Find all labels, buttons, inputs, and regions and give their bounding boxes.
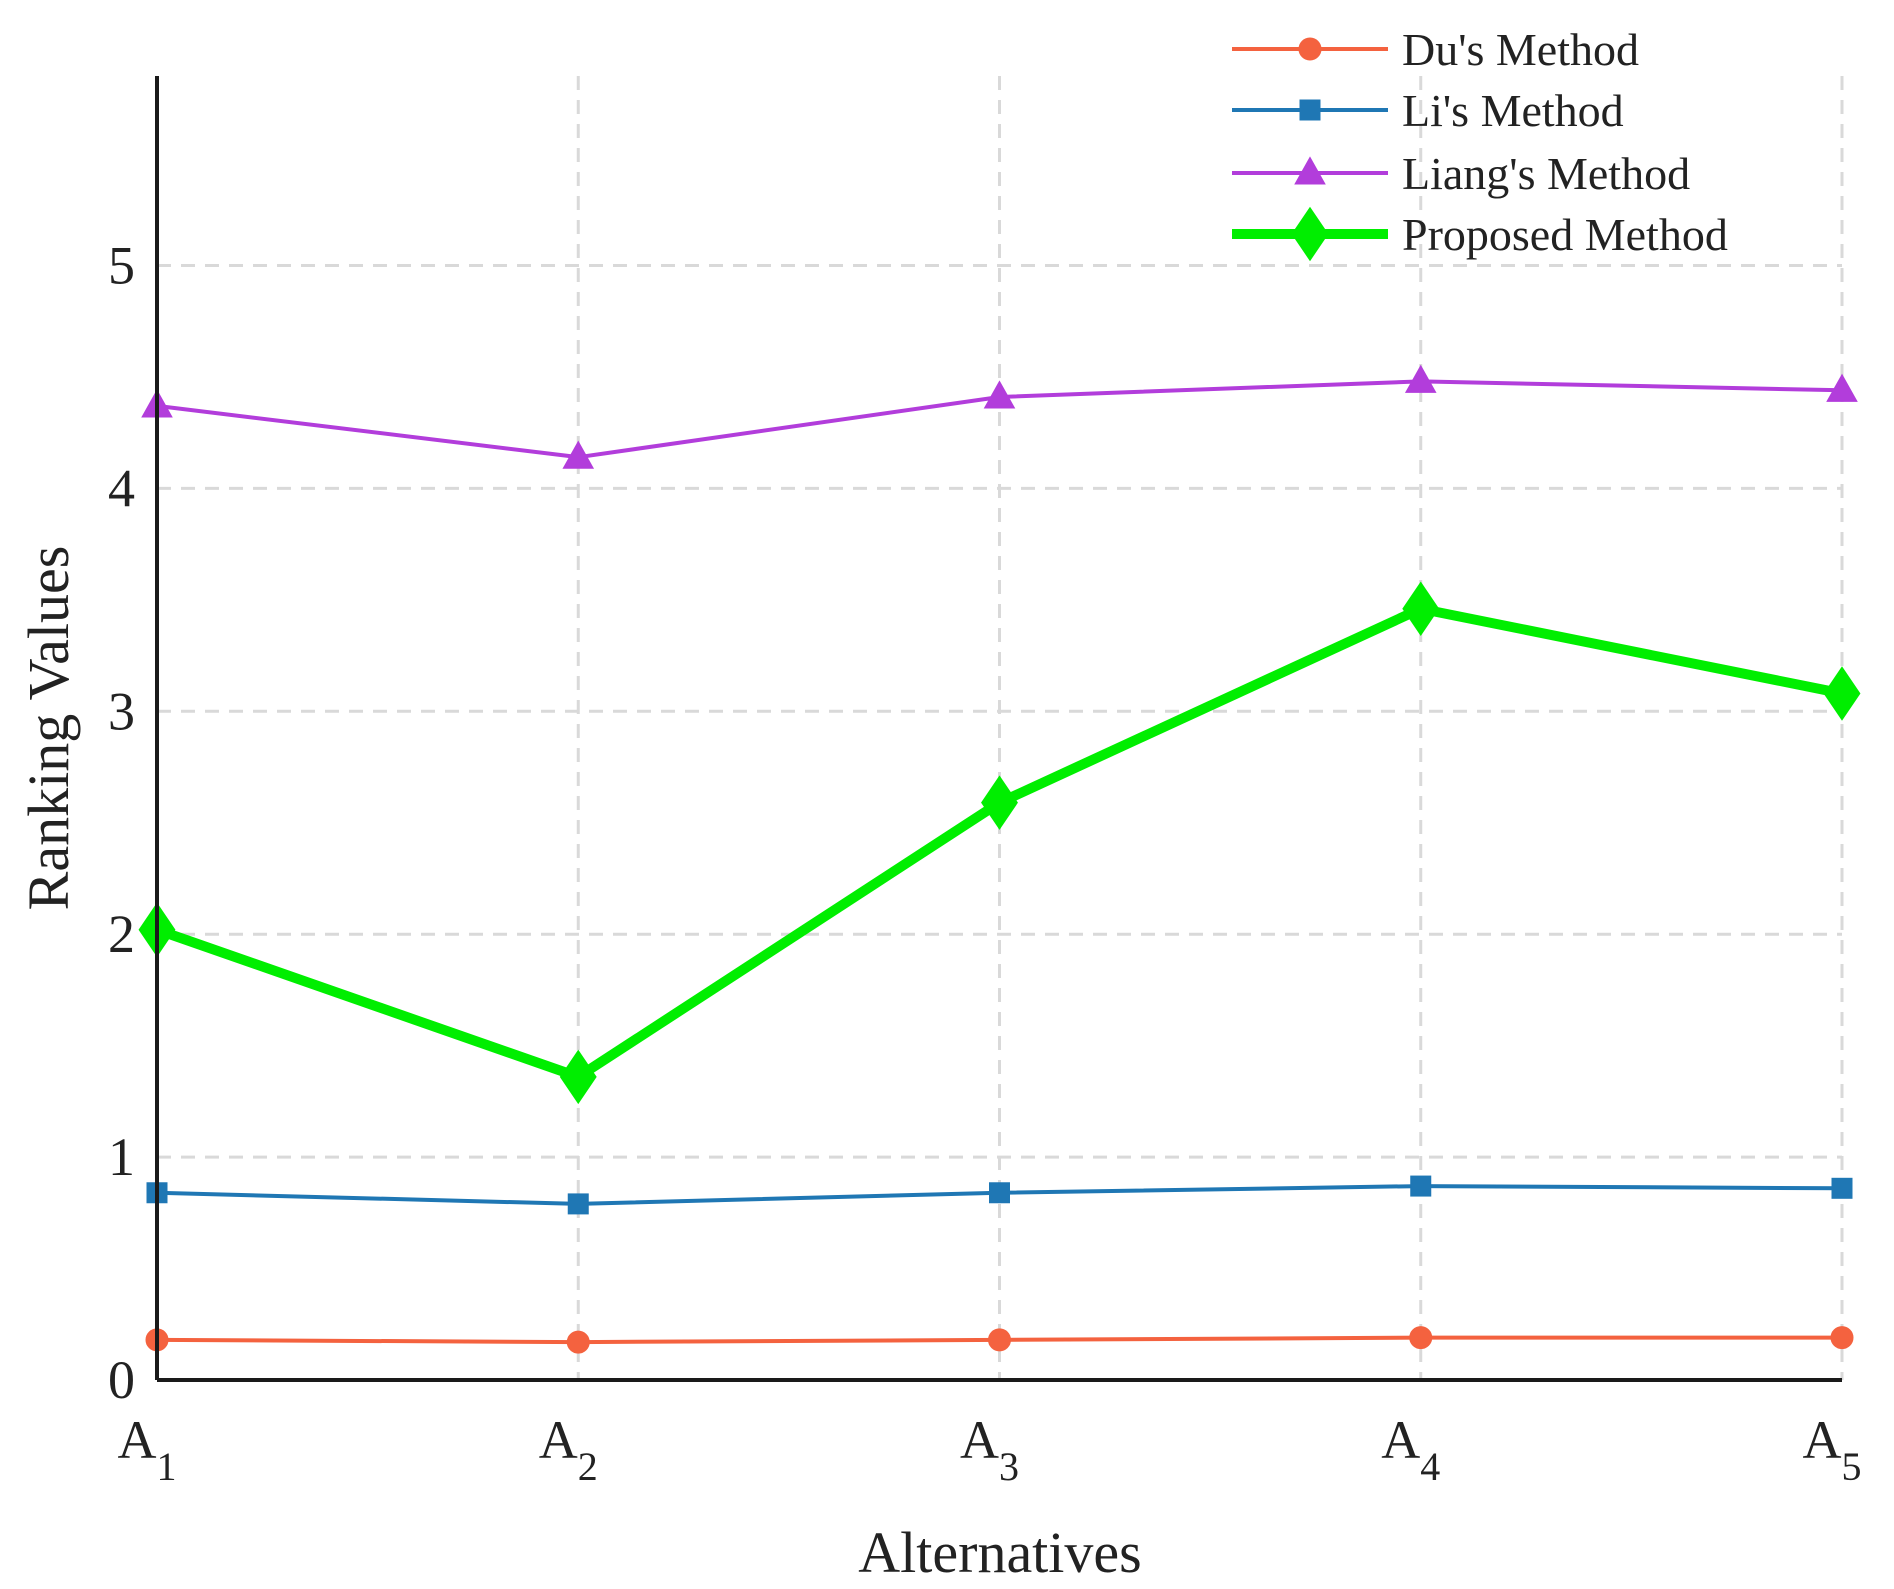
plot-area bbox=[138, 364, 1861, 1354]
legend-label: Du's Method bbox=[1402, 24, 1639, 75]
x-tick-label: A5 bbox=[1803, 1410, 1862, 1489]
data-point bbox=[562, 440, 595, 469]
data-point bbox=[1831, 1177, 1853, 1199]
data-point bbox=[559, 1049, 597, 1105]
data-point bbox=[983, 380, 1016, 409]
y-tick-label: 2 bbox=[108, 904, 135, 964]
data-point bbox=[1404, 364, 1437, 393]
data-point bbox=[1830, 1326, 1854, 1350]
legend-entry: Du's Method bbox=[1232, 24, 1639, 75]
x-tick-subscript: 5 bbox=[1842, 1444, 1862, 1489]
data-point bbox=[1826, 373, 1858, 402]
x-tick-subscript: 2 bbox=[578, 1444, 598, 1489]
data-point bbox=[1823, 666, 1861, 721]
legend-marker bbox=[1294, 156, 1326, 185]
y-tick-label: 4 bbox=[108, 458, 135, 518]
x-tick-subscript: 4 bbox=[1420, 1444, 1440, 1489]
y-tick-label: 5 bbox=[108, 235, 135, 295]
legend-entry: Liang's Method bbox=[1232, 148, 1690, 199]
legend: Du's Method Li's Method Liang's Method Prop… bbox=[1232, 24, 1728, 262]
data-point bbox=[566, 1330, 590, 1354]
x-tick-base: A bbox=[1381, 1410, 1420, 1470]
x-tick-base: A bbox=[118, 1410, 157, 1470]
x-tick-subscript: 3 bbox=[999, 1444, 1019, 1489]
data-point bbox=[988, 1328, 1011, 1352]
data-point bbox=[1410, 1175, 1432, 1197]
data-point bbox=[981, 775, 1018, 830]
grid bbox=[157, 76, 1844, 1380]
y-tick-label: 1 bbox=[108, 1127, 135, 1187]
x-tick-label: A2 bbox=[539, 1410, 598, 1489]
y-tick-label: 3 bbox=[108, 681, 135, 741]
series-diamond bbox=[138, 581, 1861, 1105]
data-point bbox=[1409, 1326, 1433, 1350]
x-axis-title: Alternatives bbox=[858, 1520, 1141, 1585]
x-tick-base: A bbox=[960, 1410, 999, 1470]
legend-label: Liang's Method bbox=[1402, 148, 1690, 199]
x-tick-label: A4 bbox=[1381, 1410, 1440, 1489]
data-point bbox=[567, 1193, 589, 1215]
x-tick-label: A3 bbox=[960, 1410, 1019, 1489]
data-point bbox=[1402, 581, 1440, 636]
x-tick-base: A bbox=[539, 1410, 578, 1470]
x-tick-base: A bbox=[1803, 1410, 1842, 1470]
legend-marker bbox=[1299, 99, 1321, 121]
x-tick-subscript: 1 bbox=[157, 1444, 177, 1489]
legend-label: Li's Method bbox=[1402, 85, 1624, 136]
series-triangle bbox=[141, 364, 1858, 469]
legend-marker bbox=[1298, 37, 1322, 61]
series-circle bbox=[145, 1326, 1854, 1354]
x-tick-label: A1 bbox=[118, 1410, 177, 1489]
y-tick-label: 0 bbox=[108, 1350, 135, 1410]
data-point bbox=[989, 1182, 1010, 1204]
y-axis-title: Ranking Values bbox=[16, 546, 81, 911]
legend-entry: Li's Method bbox=[1232, 85, 1624, 136]
legend-entry: Proposed Method bbox=[1232, 206, 1728, 262]
legend-marker bbox=[1291, 206, 1329, 262]
axes bbox=[155, 76, 1842, 1382]
legend-label: Proposed Method bbox=[1402, 209, 1728, 260]
